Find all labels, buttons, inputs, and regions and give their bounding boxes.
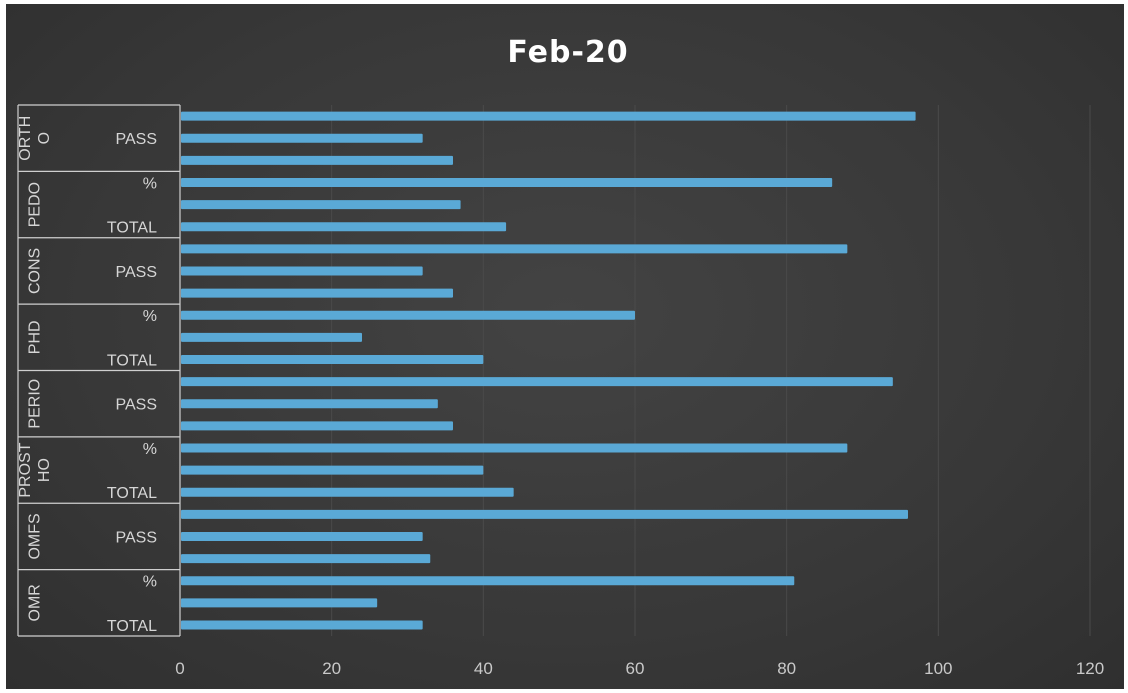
category-label: TOTAL xyxy=(107,220,157,237)
bar xyxy=(181,244,848,254)
category-label: PASS xyxy=(116,529,158,546)
group-label: CONS xyxy=(27,248,44,294)
x-tick-label: 100 xyxy=(924,659,952,678)
x-tick-label: 40 xyxy=(474,659,493,678)
category-label: TOTAL xyxy=(107,485,157,502)
group-label: O xyxy=(36,132,53,144)
category-label: % xyxy=(143,441,157,458)
bar xyxy=(181,465,484,475)
bar xyxy=(181,133,423,143)
bar xyxy=(181,554,431,564)
group-label: PEDO xyxy=(27,182,44,227)
category-label: % xyxy=(143,574,157,591)
bar xyxy=(181,487,514,497)
gridlines xyxy=(331,105,1091,636)
bar xyxy=(181,266,423,276)
x-axis-ticks: 0 20 40 60 80 100 120 xyxy=(175,659,1104,678)
group-label: HO xyxy=(36,458,53,482)
bar xyxy=(181,598,378,608)
group-label: PERIO xyxy=(27,379,44,429)
group-label: PROST xyxy=(17,442,34,497)
bar xyxy=(181,620,423,630)
group-label: OMR xyxy=(27,584,44,621)
group-label: PHD xyxy=(27,320,44,354)
chart-title: Feb-20 xyxy=(507,35,628,70)
bar xyxy=(181,576,795,586)
category-label: PASS xyxy=(116,397,158,414)
x-tick-label: 80 xyxy=(777,659,796,678)
bar xyxy=(181,354,484,364)
bar xyxy=(181,332,362,342)
x-tick-label: 60 xyxy=(626,659,645,678)
category-label: TOTAL xyxy=(107,352,157,369)
category-axis: ORTH O PASS PEDO % TOTAL CONS PASS PHD% TOTAL PERI… xyxy=(17,104,181,637)
category-label: % xyxy=(143,175,157,192)
bar xyxy=(181,177,833,187)
category-label: PASS xyxy=(116,264,158,281)
bar xyxy=(181,288,453,298)
bar xyxy=(181,111,916,121)
bar xyxy=(181,222,507,232)
bars xyxy=(181,111,916,630)
bar xyxy=(181,377,893,387)
x-tick-label: 0 xyxy=(175,659,184,678)
bar xyxy=(181,310,635,320)
bar xyxy=(181,399,438,409)
bar xyxy=(181,155,453,165)
x-tick-label: 120 xyxy=(1076,659,1104,678)
bar xyxy=(181,200,461,210)
category-label: % xyxy=(143,308,157,325)
bar xyxy=(181,531,423,541)
category-label: PASS xyxy=(116,131,158,148)
group-label: OMFS xyxy=(27,513,44,559)
category-label: TOTAL xyxy=(107,618,157,635)
x-tick-label: 20 xyxy=(322,659,341,678)
bar xyxy=(181,421,453,431)
bar xyxy=(181,443,848,453)
group-label: ORTH xyxy=(17,116,34,161)
bar xyxy=(181,509,908,519)
